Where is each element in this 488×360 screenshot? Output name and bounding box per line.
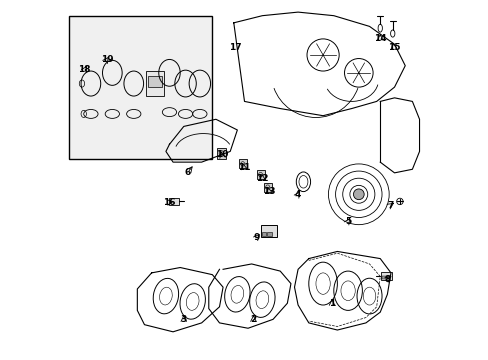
Ellipse shape bbox=[353, 189, 364, 200]
Bar bbox=[263, 183, 271, 192]
Text: 16: 16 bbox=[163, 198, 175, 207]
Bar bbox=[386, 276, 389, 279]
FancyBboxPatch shape bbox=[69, 16, 212, 158]
Text: 17: 17 bbox=[229, 43, 242, 52]
Text: 7: 7 bbox=[387, 201, 393, 210]
Bar bbox=[261, 232, 265, 236]
Text: 3: 3 bbox=[180, 315, 186, 324]
Text: 8: 8 bbox=[384, 275, 390, 284]
Bar bbox=[238, 159, 246, 168]
Bar bbox=[146, 71, 164, 96]
Bar bbox=[148, 76, 162, 87]
Text: 12: 12 bbox=[256, 174, 268, 183]
Text: 2: 2 bbox=[250, 315, 256, 324]
Text: 9: 9 bbox=[253, 233, 260, 242]
Bar bbox=[256, 170, 264, 179]
Text: 15: 15 bbox=[387, 43, 399, 52]
Bar bbox=[168, 198, 179, 205]
Text: 6: 6 bbox=[184, 168, 190, 177]
Text: 11: 11 bbox=[237, 163, 249, 172]
Text: 19: 19 bbox=[101, 55, 113, 64]
Bar bbox=[382, 276, 385, 279]
Bar bbox=[216, 148, 225, 158]
Text: 18: 18 bbox=[78, 66, 91, 75]
Bar bbox=[260, 225, 276, 237]
Text: 14: 14 bbox=[373, 35, 386, 44]
Bar bbox=[267, 232, 271, 236]
Text: 13: 13 bbox=[262, 187, 274, 196]
Text: 1: 1 bbox=[328, 299, 334, 308]
Text: 10: 10 bbox=[215, 150, 228, 159]
Text: 4: 4 bbox=[294, 190, 301, 199]
Bar bbox=[380, 272, 391, 280]
Text: 5: 5 bbox=[344, 217, 350, 226]
